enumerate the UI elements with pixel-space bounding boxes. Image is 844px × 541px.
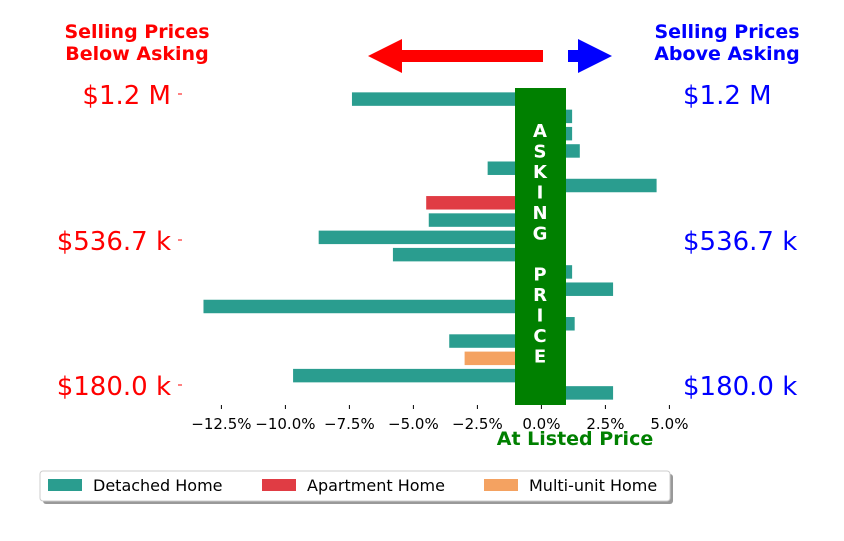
bar [318,230,542,245]
x-tick-label: 5.0% [650,415,688,433]
x-tick-label: −10.0% [255,415,315,433]
price-label-right: $536.7 k [683,227,797,257]
price-label-left: $180.0 k [57,372,171,402]
price-labels: $1.2 M $536.7 k $180.0 k $1.2 M $536.7 k $180… [57,81,798,402]
asking-price-letter: S [534,142,547,163]
x-tick-label: −5.0% [388,415,439,433]
above-asking-arrow [568,39,612,73]
legend-box [39,470,671,502]
legend-swatch [48,479,82,491]
x-axis-label: At Listed Price [497,428,653,450]
legend-label: Apartment Home [307,476,445,495]
asking-price-letter: K [533,162,548,183]
asking-price-letter: N [532,203,547,224]
bar [428,213,542,227]
asking-price-band-rect [515,88,566,405]
legend: Detached Home Apartment Home Multi-unit Ho… [39,470,673,504]
price-label-right: $180.0 k [683,372,797,402]
asking-price-letter: R [533,285,547,306]
legend-swatch [484,479,518,491]
legend-label: Detached Home [93,476,223,495]
right-header-line-1: Selling Prices [654,21,799,43]
right-header-line-2: Above Asking [654,43,800,65]
asking-price-letter: G [533,224,548,245]
legend-swatch [262,479,296,491]
x-axis: −12.5% −10.0% −7.5% −5.0% −2.5% 0.0% 2.5% 5.0% [191,405,688,433]
bar [392,247,542,262]
legend-label: Multi-unit Home [529,476,657,495]
bar-group [203,92,657,400]
asking-price-letter: E [534,347,546,368]
x-tick-label: −2.5% [452,415,503,433]
price-label-right: $1.2 M [683,81,772,111]
bar [203,299,542,314]
x-tick-label: 0.0% [522,415,560,433]
left-header-line-2: Below Asking [65,43,208,65]
x-tick-label: 2.5% [586,415,624,433]
bar [351,92,542,106]
asking-price-letter: A [533,121,547,142]
direction-arrows [368,39,612,73]
x-tick-label: −12.5% [191,415,251,433]
asking-price-letter: C [533,326,546,347]
bar [541,178,657,193]
price-label-left: $536.7 k [57,227,171,257]
asking-price-letter: P [533,265,546,286]
left-header-line-1: Selling Prices [64,21,209,43]
bar [293,368,542,383]
asking-price-letter: I [537,306,544,327]
bar [426,196,542,210]
x-tick-label: −7.5% [324,415,375,433]
price-label-left: $1.2 M [82,81,171,111]
asking-price-letter: I [537,183,544,204]
chart-header: Selling Prices Below Asking Selling Pric… [64,21,799,65]
below-asking-arrow [368,39,543,73]
